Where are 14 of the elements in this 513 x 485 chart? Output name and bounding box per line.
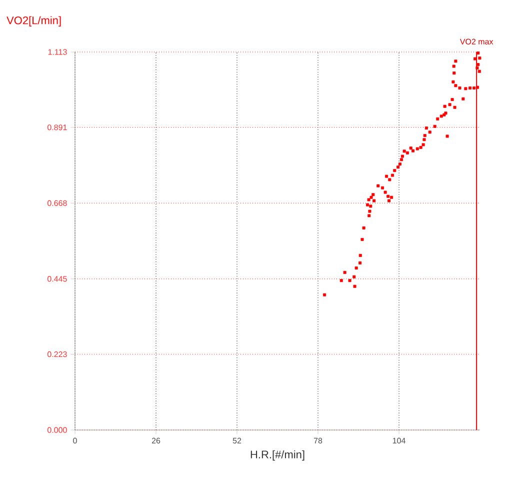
x-tick-label: 52 (232, 438, 242, 444)
x-tick-label: 78 (314, 438, 322, 444)
x-tick-label: 104 (392, 438, 406, 444)
x-tick-label: 26 (152, 438, 160, 444)
x-axis-title: H.R.[#/min] (250, 450, 304, 461)
y-tick-label: 0.000 (47, 427, 67, 433)
y-tick-label: 0.891 (47, 124, 67, 130)
y-axis-title: VO2[L/min] (6, 16, 61, 26)
ref-line-label: VO2 max (460, 38, 494, 44)
y-tick-label: 1.113 (48, 49, 67, 55)
y-tick-label: 0.223 (47, 351, 67, 358)
y-tick-label: 0.668 (47, 200, 67, 206)
x-tick-label: 0 (73, 438, 77, 444)
y-tick-label: 0.445 (47, 276, 67, 282)
